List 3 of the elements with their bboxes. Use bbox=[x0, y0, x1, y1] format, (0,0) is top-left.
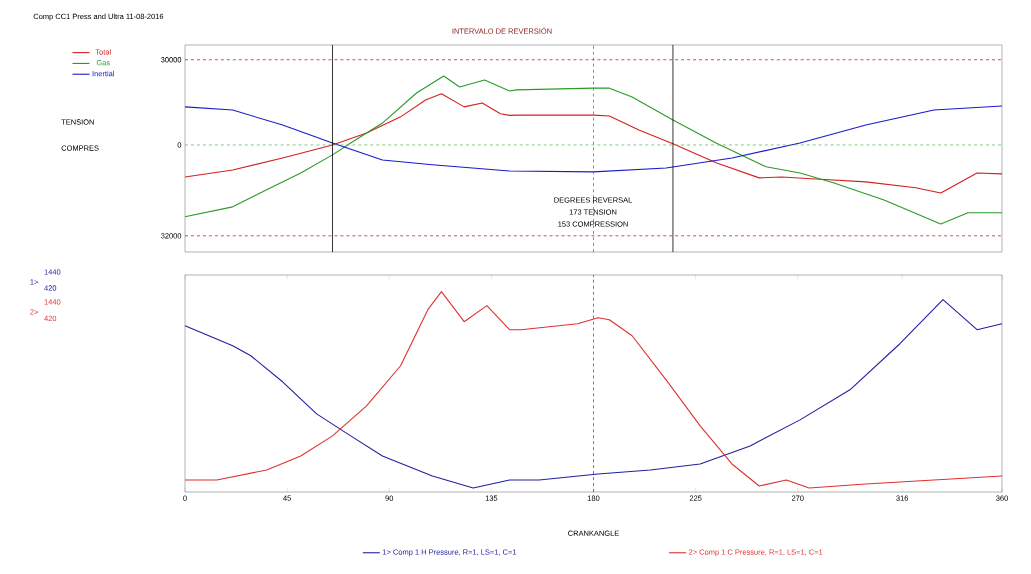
line-series bbox=[184, 105, 1003, 173]
line-series bbox=[184, 93, 1003, 194]
line-series bbox=[184, 75, 1003, 225]
